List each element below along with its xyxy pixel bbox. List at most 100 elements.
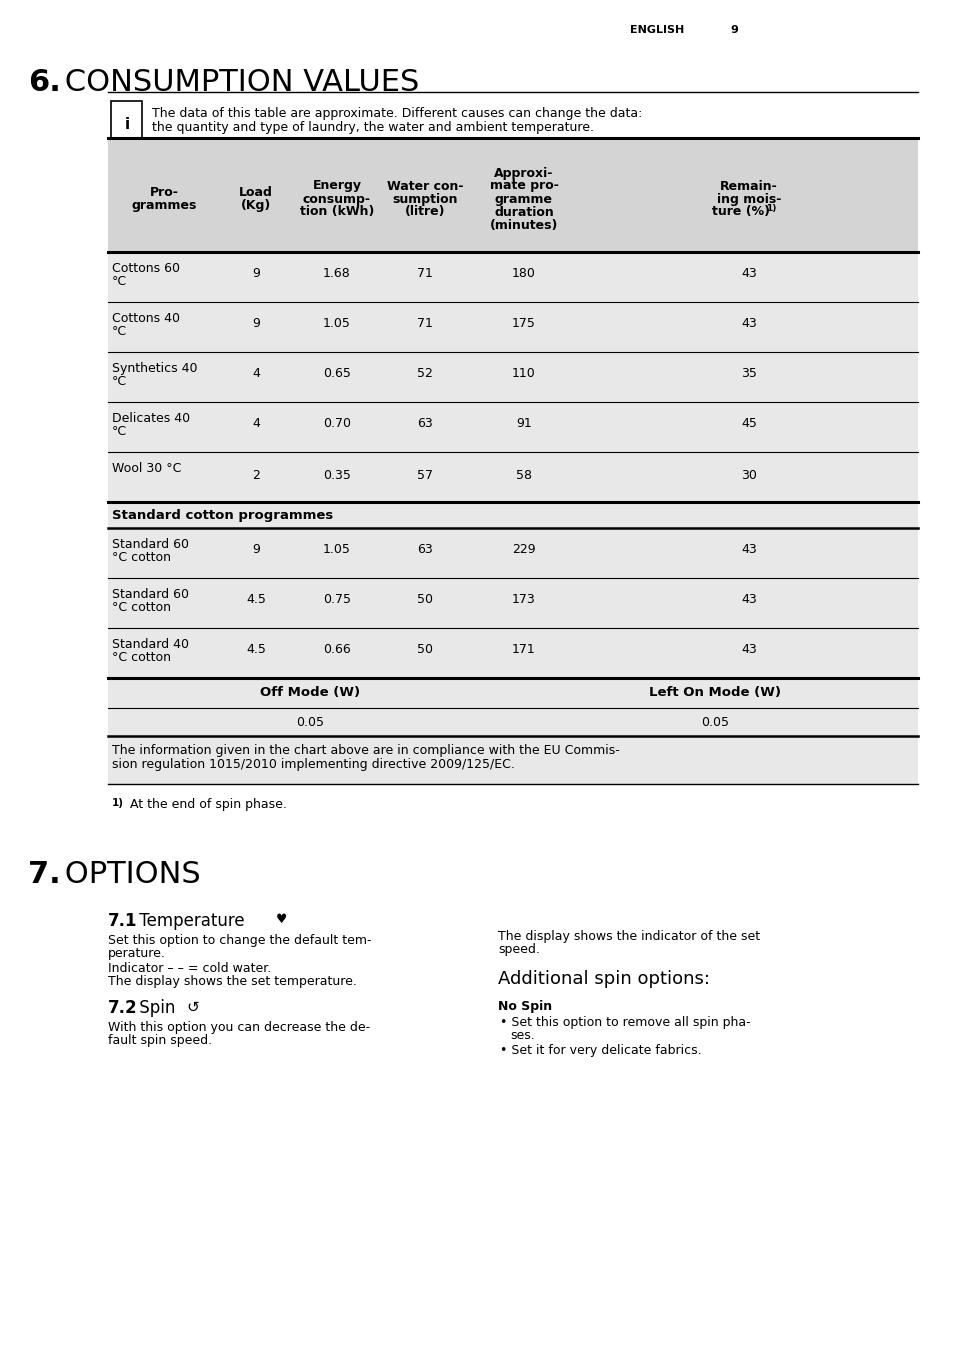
- Text: °C cotton: °C cotton: [112, 602, 171, 614]
- Text: 0.66: 0.66: [323, 644, 351, 656]
- Text: 229: 229: [512, 544, 536, 556]
- Text: °C: °C: [112, 274, 127, 288]
- Text: duration: duration: [494, 206, 554, 219]
- Text: 52: 52: [416, 366, 433, 380]
- Text: 43: 43: [740, 266, 756, 280]
- Text: ENGLISH: ENGLISH: [629, 24, 683, 35]
- Text: 71: 71: [416, 316, 433, 330]
- Text: 63: 63: [416, 416, 433, 430]
- Text: Delicates 40: Delicates 40: [112, 412, 190, 425]
- Text: 2: 2: [252, 469, 259, 483]
- Text: 1): 1): [765, 204, 776, 214]
- Bar: [108, 627, 917, 677]
- Text: 0.35: 0.35: [323, 469, 351, 483]
- Text: 4: 4: [252, 366, 259, 380]
- Text: 7.1: 7.1: [108, 913, 137, 930]
- Text: 1.05: 1.05: [323, 544, 351, 556]
- Text: 0.65: 0.65: [323, 366, 351, 380]
- Text: °C cotton: °C cotton: [112, 552, 171, 564]
- Text: With this option you can decrease the de-: With this option you can decrease the de…: [108, 1021, 370, 1034]
- Text: OPTIONS: OPTIONS: [55, 860, 200, 890]
- Text: 91: 91: [516, 416, 532, 430]
- Text: Water con-: Water con-: [386, 180, 463, 192]
- Text: ture (%): ture (%): [711, 206, 769, 219]
- Text: 35: 35: [740, 366, 756, 380]
- Text: Approxi-: Approxi-: [494, 166, 553, 180]
- Text: °C: °C: [112, 375, 127, 388]
- Text: 43: 43: [740, 544, 756, 556]
- Text: Left On Mode (W): Left On Mode (W): [649, 685, 781, 699]
- Text: i: i: [124, 118, 130, 132]
- Text: 1): 1): [112, 798, 124, 808]
- Text: No Spin: No Spin: [497, 1000, 552, 1013]
- Text: 7.: 7.: [28, 860, 61, 890]
- Text: 63: 63: [416, 544, 433, 556]
- Text: 4.5: 4.5: [246, 594, 266, 606]
- Text: 9: 9: [252, 544, 259, 556]
- Bar: [108, 529, 917, 579]
- Text: The information given in the chart above are in compliance with the EU Commis-: The information given in the chart above…: [112, 744, 619, 757]
- Bar: [108, 708, 917, 735]
- Bar: [108, 138, 917, 251]
- Text: grammes: grammes: [132, 199, 196, 212]
- Text: Pro-: Pro-: [150, 187, 178, 199]
- Text: 57: 57: [416, 469, 433, 483]
- Text: 43: 43: [740, 594, 756, 606]
- Text: ses.: ses.: [510, 1029, 535, 1042]
- Text: Spin: Spin: [133, 999, 180, 1017]
- Text: perature.: perature.: [108, 946, 166, 960]
- Text: (litre): (litre): [404, 206, 445, 219]
- Text: 6.: 6.: [28, 68, 61, 97]
- Text: 43: 43: [740, 316, 756, 330]
- Text: 180: 180: [512, 266, 536, 280]
- Text: (minutes): (minutes): [489, 219, 558, 231]
- Text: Standard 40: Standard 40: [112, 638, 189, 652]
- Text: Wool 30 °C: Wool 30 °C: [112, 462, 181, 475]
- Text: Additional spin options:: Additional spin options:: [497, 969, 709, 988]
- Text: 4: 4: [252, 416, 259, 430]
- Bar: [108, 735, 917, 784]
- Text: Load: Load: [239, 187, 273, 199]
- Text: 50: 50: [416, 594, 433, 606]
- Text: Set this option to change the default tem-: Set this option to change the default te…: [108, 934, 371, 946]
- Text: 1.68: 1.68: [323, 266, 351, 280]
- Text: CONSUMPTION VALUES: CONSUMPTION VALUES: [55, 68, 419, 97]
- Text: Indicator – – = cold water.: Indicator – – = cold water.: [108, 963, 271, 975]
- Bar: [108, 502, 917, 529]
- Text: fault spin speed.: fault spin speed.: [108, 1034, 212, 1046]
- Text: 71: 71: [416, 266, 433, 280]
- Text: 0.05: 0.05: [700, 717, 729, 729]
- Text: The display shows the set temperature.: The display shows the set temperature.: [108, 975, 356, 988]
- Text: Standard cotton programmes: Standard cotton programmes: [112, 508, 333, 522]
- Text: 110: 110: [512, 366, 536, 380]
- Text: Cottons 60: Cottons 60: [112, 262, 180, 274]
- Text: speed.: speed.: [497, 942, 539, 956]
- Text: The data of this table are approximate. Different causes can change the data:: The data of this table are approximate. …: [152, 107, 641, 120]
- Text: • Set it for very delicate fabrics.: • Set it for very delicate fabrics.: [499, 1044, 700, 1057]
- Bar: [108, 251, 917, 301]
- Text: °C cotton: °C cotton: [112, 652, 171, 664]
- Text: ↺: ↺: [186, 1000, 198, 1015]
- Text: 0.70: 0.70: [323, 416, 351, 430]
- Text: 175: 175: [512, 316, 536, 330]
- Text: °C: °C: [112, 324, 127, 338]
- Text: Off Mode (W): Off Mode (W): [260, 685, 360, 699]
- Text: ♥: ♥: [275, 913, 287, 926]
- Text: At the end of spin phase.: At the end of spin phase.: [126, 798, 287, 811]
- Text: °C: °C: [112, 425, 127, 438]
- Text: 50: 50: [416, 644, 433, 656]
- FancyBboxPatch shape: [112, 100, 142, 138]
- Text: Standard 60: Standard 60: [112, 538, 189, 552]
- Text: Synthetics 40: Synthetics 40: [112, 362, 197, 375]
- Text: 7.2: 7.2: [108, 999, 137, 1017]
- Text: the quantity and type of laundry, the water and ambient temperature.: the quantity and type of laundry, the wa…: [152, 120, 594, 134]
- Text: • Set this option to remove all spin pha-: • Set this option to remove all spin pha…: [499, 1015, 750, 1029]
- Text: The display shows the indicator of the set: The display shows the indicator of the s…: [497, 930, 760, 942]
- Text: (Kg): (Kg): [240, 199, 271, 212]
- Bar: [108, 579, 917, 627]
- Text: 0.05: 0.05: [296, 717, 324, 729]
- Text: 171: 171: [512, 644, 536, 656]
- Text: mate pro-: mate pro-: [489, 180, 558, 192]
- Text: 173: 173: [512, 594, 536, 606]
- Bar: [108, 677, 917, 708]
